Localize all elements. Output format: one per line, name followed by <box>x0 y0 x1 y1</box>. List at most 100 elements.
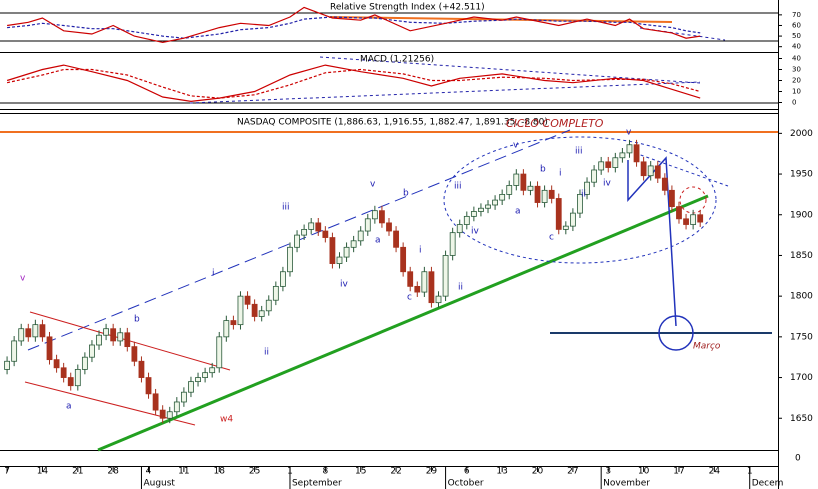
candle-body <box>562 225 569 230</box>
chart-title: NASDAQ COMPOSITE (1,886.63, 1,916.55, 1,… <box>237 118 548 128</box>
candle-body <box>541 189 548 203</box>
candle-body <box>124 332 131 348</box>
candle-body <box>209 367 216 374</box>
macd-line <box>6 64 701 103</box>
candle-body <box>407 271 414 287</box>
candle-body <box>272 285 279 301</box>
candle-body <box>287 246 293 273</box>
candle-body <box>81 356 88 370</box>
candle-body <box>364 218 371 232</box>
candle-body <box>499 194 506 201</box>
candle-body <box>470 211 477 217</box>
ellipse <box>443 136 717 264</box>
month-label: September <box>292 479 342 489</box>
wave-label: a <box>66 402 72 412</box>
y-tick-label: 1650 <box>790 414 813 424</box>
candle-body <box>188 381 194 393</box>
candle-body <box>640 161 647 177</box>
candle-body <box>322 230 329 238</box>
candle-body <box>166 411 173 419</box>
candle-body <box>379 210 385 224</box>
candle-body <box>336 256 343 264</box>
candle-body <box>697 214 704 223</box>
rsi-signal <box>7 16 701 39</box>
y-tick-label: 1950 <box>790 170 813 180</box>
candle-body <box>265 299 272 312</box>
wave-label: i <box>212 269 215 279</box>
y-tick-label: 1700 <box>790 373 813 383</box>
candle-body <box>555 198 562 230</box>
wave-label: iii <box>454 182 462 192</box>
y-tick-label: 1750 <box>790 332 813 342</box>
candle-body <box>647 165 654 177</box>
candle-body <box>103 328 109 336</box>
candle-body <box>96 334 102 346</box>
x-tick-label: 29 <box>426 467 438 477</box>
month-label: Decem <box>752 479 784 489</box>
x-tick-label: 18 <box>214 467 226 477</box>
candle-body <box>237 295 244 326</box>
candle-body <box>485 204 491 209</box>
wave-label: ii <box>581 190 586 200</box>
x-tick-label: 10 <box>638 467 650 477</box>
candle-body <box>343 246 350 258</box>
wave-label: b <box>540 165 546 175</box>
x-tick-label: 25 <box>249 467 260 477</box>
candle-body <box>89 344 95 358</box>
candle-body <box>138 360 145 378</box>
candle-body <box>350 240 357 248</box>
x-tick-label: 8 <box>322 467 328 477</box>
candle-body <box>605 161 612 168</box>
y-tick-label: 10 <box>792 88 801 96</box>
candle-body <box>626 144 633 154</box>
wave-label: a <box>515 207 521 217</box>
candle-body <box>258 310 265 317</box>
y-tick-label: 50 <box>792 32 801 40</box>
wave-label: iv <box>471 227 480 237</box>
y-tick-label: 1850 <box>790 251 813 261</box>
macd-title: MACD (1.21256) <box>360 55 434 65</box>
x-tick-label: 20 <box>532 467 544 477</box>
candle-body <box>393 230 399 248</box>
candle-body <box>46 336 53 361</box>
candle-body <box>386 222 392 232</box>
candle-body <box>145 377 152 395</box>
x-tick-label: 27 <box>567 467 578 477</box>
candle-body <box>39 324 46 338</box>
candle-body <box>223 320 230 338</box>
support <box>97 194 709 452</box>
candle-body <box>195 377 201 383</box>
wave-label: iv <box>603 179 612 189</box>
candle-body <box>371 210 378 220</box>
candle-body <box>527 185 534 191</box>
chart-subtitle: CICLO COMPLETO <box>506 117 604 130</box>
candle-body <box>428 271 435 304</box>
wave-label: i <box>559 169 562 179</box>
x-tick-label: 6 <box>464 467 470 477</box>
candle-body <box>435 295 442 304</box>
y-tick-label: 1800 <box>790 292 813 302</box>
candle-body <box>654 165 661 179</box>
y-tick-label: 20 <box>792 77 801 85</box>
wave-label: iv <box>340 280 349 290</box>
wave-label: a <box>375 236 381 246</box>
wave-label: c <box>549 233 554 243</box>
wave-label: i <box>419 246 422 256</box>
candle-body <box>280 271 286 287</box>
wave-label: v <box>513 141 519 151</box>
candle-body <box>534 185 541 203</box>
candle-body <box>548 189 555 199</box>
projection <box>627 156 677 327</box>
candle-body <box>661 177 668 191</box>
candle-body <box>110 328 117 342</box>
x-tick-label: 7 <box>4 467 10 477</box>
candle-body <box>414 285 421 293</box>
y-tick-label: 40 <box>792 43 801 51</box>
candle-body <box>669 189 675 208</box>
candle-body <box>676 206 682 220</box>
y-tick-label: 60 <box>792 21 801 29</box>
month-label: October <box>448 479 484 489</box>
wave-label: v <box>370 180 376 190</box>
candle-body <box>32 324 39 338</box>
candle-body <box>74 369 81 387</box>
